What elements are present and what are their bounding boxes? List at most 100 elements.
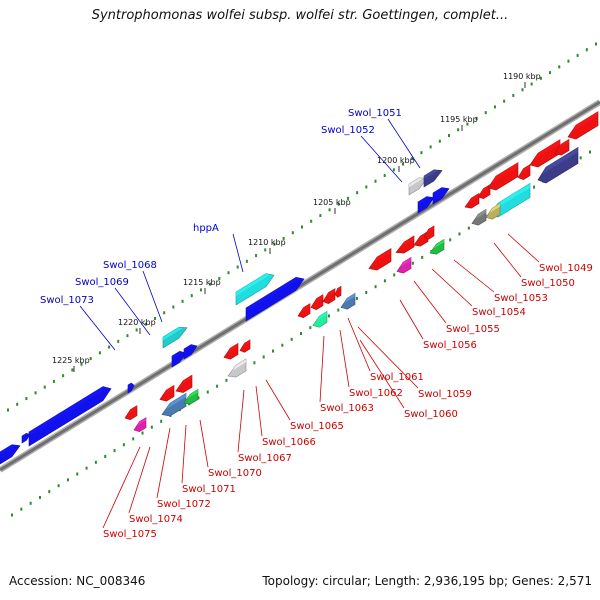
- reverse-gene: [485, 202, 501, 220]
- upper-guide-dot: [310, 219, 313, 223]
- reverse-gene-label-leader: [493, 242, 522, 278]
- reverse-gene-label-leader: [199, 419, 209, 468]
- upper-guide-dot: [530, 82, 533, 86]
- lower-guide-dot: [20, 507, 23, 511]
- forward-gene: [235, 273, 275, 306]
- lower-guide-dot: [29, 501, 32, 505]
- reverse-gene-label-leader: [255, 385, 263, 437]
- upper-guide-dot: [108, 345, 111, 349]
- forward-gene-label: Swol_1051: [348, 108, 402, 119]
- upper-guide-dot: [411, 156, 414, 160]
- reverse-gene: [567, 111, 599, 140]
- reverse-gene-label-leader: [156, 427, 171, 499]
- reverse-gene-label-leader: [453, 259, 495, 293]
- lower-guide-dot: [132, 437, 135, 441]
- reverse-gene-label-leader: [128, 446, 151, 514]
- lower-guide-dot: [337, 308, 340, 312]
- lower-guide-dot: [272, 349, 275, 353]
- upper-guide-dot: [420, 151, 423, 155]
- forward-gene: [245, 277, 305, 322]
- reverse-gene: [464, 192, 480, 209]
- lower-guide-dot: [467, 226, 470, 230]
- reverse-gene-label: Swol_1053: [494, 293, 548, 304]
- kbp-ticks: 1190 kbp 1195 kbp 1200 kbp 1205 kbp 1210 kbp…: [52, 72, 541, 372]
- lower-guide-dot: [48, 490, 51, 494]
- upper-guide-dot: [181, 299, 184, 303]
- forward-gene: [423, 169, 443, 188]
- kbp-tick-label: 1195 kbp: [440, 115, 478, 124]
- gene-labels: Swol_1051 Swol_1052 hppA Swol_1068 Swol_1069…: [40, 108, 593, 540]
- lower-guide-dot: [411, 261, 414, 265]
- lower-guide-dot: [383, 279, 386, 283]
- upper-guide-dot: [503, 99, 506, 103]
- forward-gene: [162, 326, 188, 349]
- reverse-gene: [537, 146, 579, 184]
- upper-guide-dot: [365, 185, 368, 189]
- lower-guide-dot: [393, 273, 396, 277]
- reverse-gene-label: Swol_1059: [418, 389, 472, 400]
- lower-guide-dot: [104, 454, 107, 458]
- label-leaders: [79, 118, 540, 529]
- lower-guide-dot: [150, 425, 153, 429]
- lower-guide-dot: [327, 314, 330, 318]
- kbp-tick-label: 1210 kbp: [248, 238, 286, 247]
- reverse-gene: [517, 164, 531, 181]
- upper-guide-dot: [273, 242, 276, 246]
- upper-guide-dot: [512, 93, 515, 97]
- reverse-gene: [175, 374, 193, 393]
- upper-guide-dot: [245, 259, 248, 263]
- lower-guide-dot: [94, 460, 97, 464]
- upper-guide-dot: [52, 379, 55, 383]
- upper-guide-dot: [438, 139, 441, 143]
- forward-gene-label-leader: [232, 233, 244, 273]
- upper-guide-dot: [98, 351, 101, 355]
- lower-guide-dot: [253, 361, 256, 365]
- forward-gene-label-leader: [142, 270, 163, 323]
- reverse-gene-label-leader: [359, 339, 405, 409]
- reverse-gene: [368, 247, 392, 271]
- reverse-gene: [487, 162, 519, 191]
- upper-guide-dot: [34, 391, 37, 395]
- lower-guide-dot: [38, 495, 41, 499]
- forward-gene-label-leader: [360, 135, 403, 183]
- forward-gene-label: hppA: [193, 223, 219, 234]
- upper-guide-dot: [218, 276, 221, 280]
- upper-guide-dot: [282, 236, 285, 240]
- lower-guide-dot: [11, 513, 13, 517]
- reverse-gene: [312, 310, 328, 328]
- upper-guide-dot: [567, 59, 570, 63]
- upper-guide-dot: [117, 339, 120, 343]
- reverse-gene-label: Swol_1060: [404, 409, 458, 420]
- reverse-gene: [161, 392, 187, 417]
- upper-guide-dot: [475, 116, 478, 120]
- reverse-gene: [471, 208, 487, 226]
- forward-gene-label: Swol_1073: [40, 295, 94, 306]
- reverse-gene: [322, 288, 336, 305]
- reverse-gene: [334, 285, 342, 298]
- kbp-tick-label: 1190 kbp: [503, 72, 541, 81]
- lower-guide-dot: [113, 449, 116, 453]
- reverse-gene-label: Swol_1065: [290, 421, 344, 432]
- upper-guide-dot: [402, 162, 405, 166]
- lower-guide-dot: [206, 390, 209, 394]
- upper-guide-dot: [346, 196, 349, 200]
- upper-guide-dot: [80, 362, 83, 366]
- reverse-gene-label-leader: [319, 335, 325, 403]
- forward-gene: [408, 177, 428, 196]
- forward-gene-label: Swol_1068: [103, 260, 157, 271]
- kbp-tick-label: 1215 kbp: [183, 278, 221, 287]
- reverse-gene-label: Swol_1054: [472, 307, 526, 318]
- upper-guide-dot: [255, 254, 258, 258]
- reverse-gene-label-leader: [347, 317, 371, 372]
- upper-guide-dot: [448, 134, 450, 137]
- upper-guide-dot: [337, 202, 340, 206]
- upper-guide-dot: [172, 305, 175, 309]
- forward-gene: [432, 187, 450, 205]
- reverse-gene: [159, 384, 175, 402]
- upper-guide-dot: [71, 368, 74, 372]
- kbp-tick-label: 1220 kbp: [118, 318, 156, 327]
- reverse-gene-label-leader: [265, 379, 291, 421]
- upper-guide-dot: [392, 168, 395, 172]
- upper-guide-dot: [356, 191, 359, 195]
